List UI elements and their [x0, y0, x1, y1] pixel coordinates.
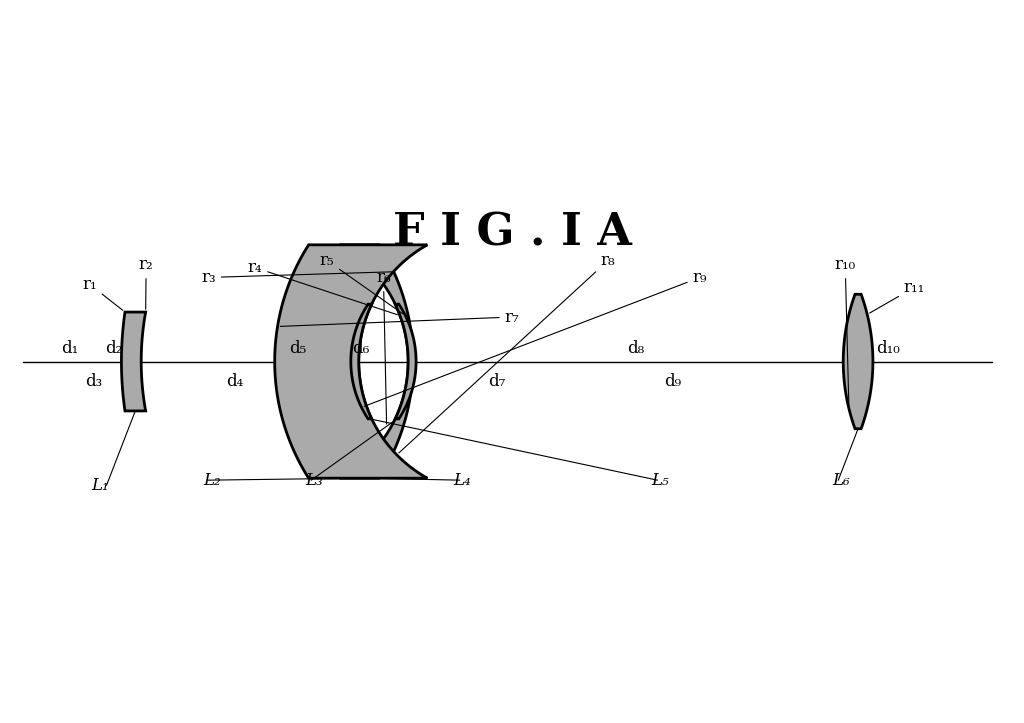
Polygon shape — [351, 304, 372, 419]
Text: L₃: L₃ — [305, 472, 323, 489]
Polygon shape — [340, 245, 413, 478]
Text: d₄: d₄ — [226, 373, 244, 390]
Text: d₁₀: d₁₀ — [876, 340, 900, 357]
Text: r₂: r₂ — [139, 256, 154, 309]
Text: r₃: r₃ — [201, 269, 394, 286]
Polygon shape — [122, 312, 145, 411]
Text: L₄: L₄ — [454, 472, 471, 489]
Text: r₁₁: r₁₁ — [869, 279, 925, 313]
Text: F I G . I A: F I G . I A — [392, 211, 632, 254]
Text: r₆: r₆ — [376, 269, 391, 424]
Text: r₇: r₇ — [281, 309, 519, 326]
Text: L₆: L₆ — [833, 472, 850, 489]
Text: d₁: d₁ — [61, 340, 79, 357]
Polygon shape — [395, 304, 416, 419]
Text: d₂: d₂ — [104, 340, 122, 357]
Text: r₅: r₅ — [319, 252, 403, 314]
Text: r₁: r₁ — [83, 276, 123, 310]
Text: d₈: d₈ — [627, 340, 644, 357]
Text: d₇: d₇ — [488, 373, 506, 390]
Text: L₁: L₁ — [91, 477, 109, 494]
Text: r₉: r₉ — [365, 269, 708, 406]
Text: d₃: d₃ — [85, 373, 102, 390]
Text: d₆: d₆ — [352, 340, 370, 357]
Text: d₉: d₉ — [665, 373, 682, 390]
Text: d₅: d₅ — [289, 340, 306, 357]
Text: r₈: r₈ — [398, 252, 615, 453]
Text: r₁₀: r₁₀ — [835, 256, 856, 406]
Polygon shape — [843, 294, 872, 429]
Text: r₄: r₄ — [248, 259, 397, 315]
Text: L₂: L₂ — [204, 472, 221, 489]
Polygon shape — [274, 245, 427, 478]
Text: L₅: L₅ — [651, 472, 669, 489]
